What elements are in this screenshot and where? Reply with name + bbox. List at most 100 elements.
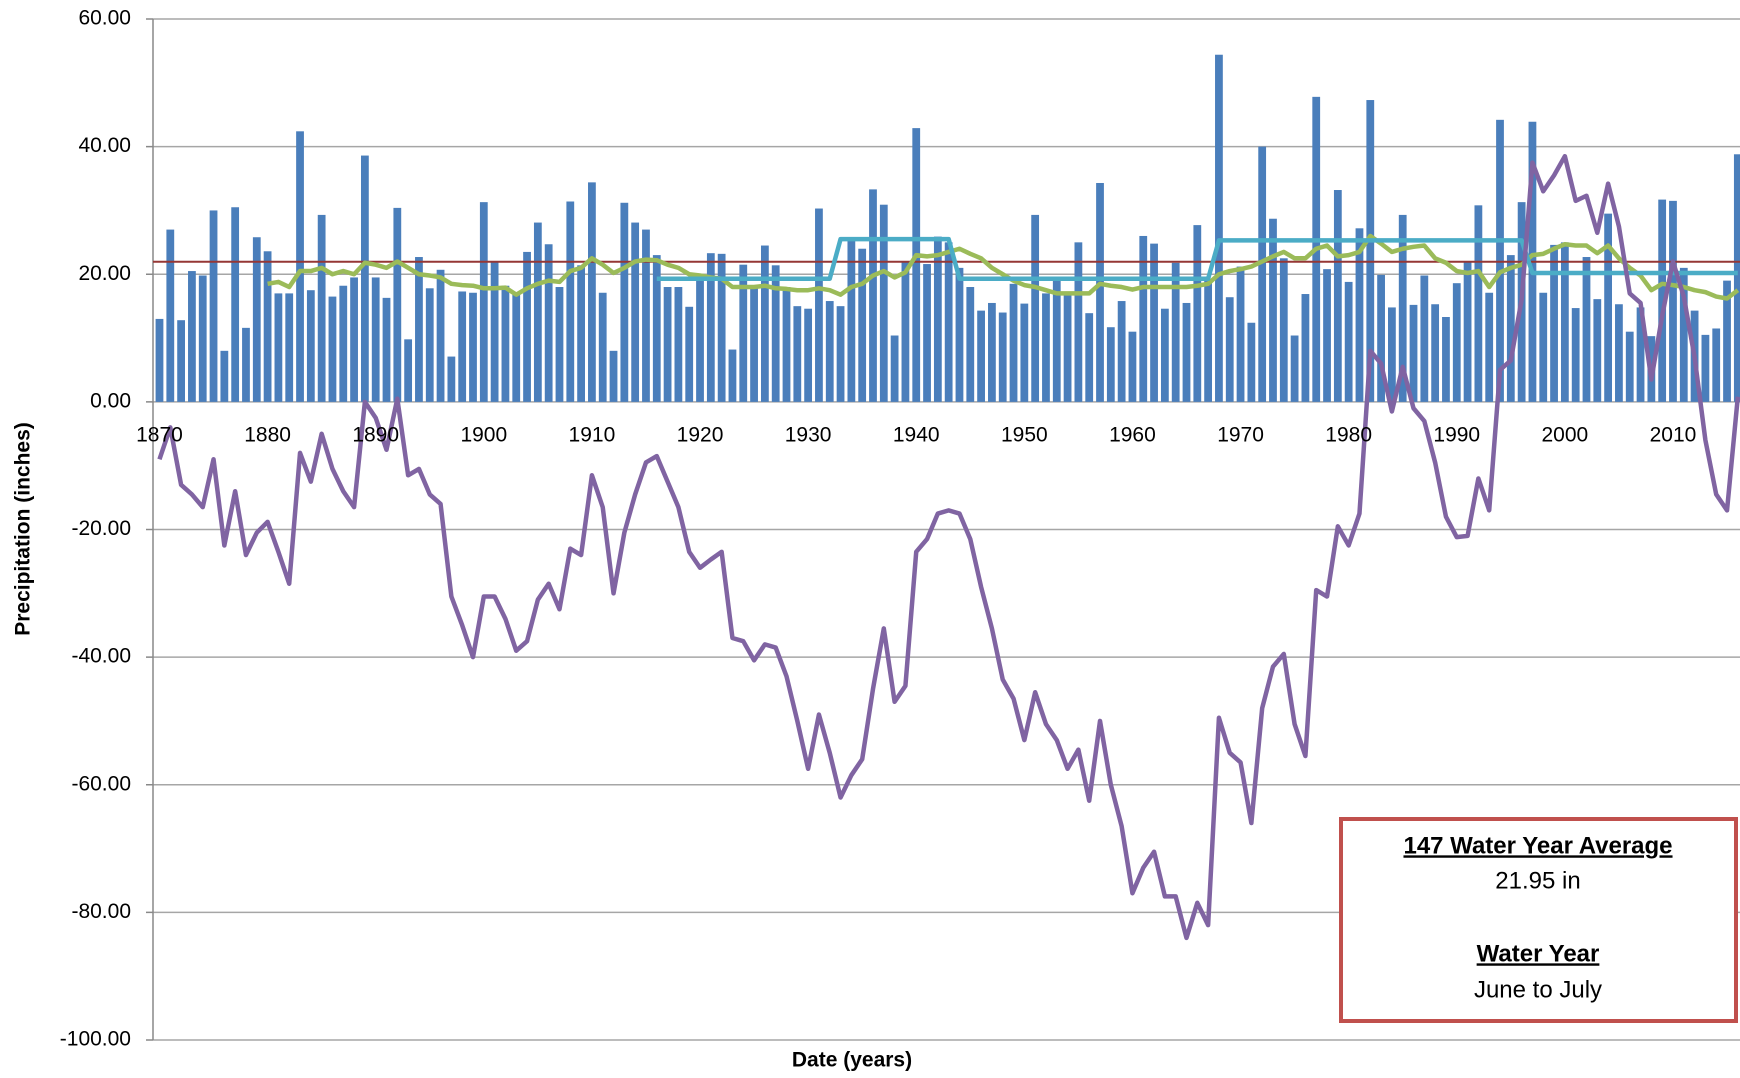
- bar: [523, 251, 531, 402]
- bar: [728, 349, 737, 402]
- bar: [598, 292, 607, 402]
- bar: [285, 293, 294, 402]
- bar: [1009, 283, 1018, 402]
- x-tick-label: 1900: [460, 424, 507, 447]
- bar: [1442, 317, 1450, 402]
- bar: [804, 308, 813, 402]
- bar: [1344, 281, 1353, 402]
- bar: [1225, 297, 1234, 402]
- x-tick-label: 1890: [352, 424, 399, 447]
- annotation-text: 21.95 in: [1495, 867, 1580, 894]
- bar: [1366, 100, 1375, 402]
- bar: [382, 297, 391, 402]
- bar: [923, 264, 931, 402]
- bar: [1474, 205, 1483, 402]
- bar: [404, 339, 413, 402]
- bar: [1182, 302, 1191, 402]
- bar: [1128, 331, 1137, 402]
- bar: [425, 288, 434, 402]
- bar: [793, 306, 802, 402]
- y-tick-label: -100.00: [60, 1028, 131, 1051]
- bar: [1074, 242, 1083, 402]
- bar: [988, 302, 996, 402]
- bar: [566, 201, 575, 402]
- bar: [155, 318, 164, 402]
- bar: [1723, 280, 1731, 402]
- x-tick-label: 1940: [893, 424, 940, 447]
- annotation-text: 147 Water Year Average: [1403, 832, 1672, 859]
- bar: [836, 306, 845, 402]
- line: [267, 233, 1740, 301]
- bar: [447, 356, 456, 402]
- x-tick-label: 1970: [1217, 424, 1264, 447]
- bar: [490, 262, 499, 402]
- bar: [306, 290, 315, 402]
- bar: [1279, 258, 1288, 402]
- x-tick-label: 1950: [1001, 424, 1048, 447]
- bar: [479, 202, 488, 402]
- bar: [901, 261, 910, 402]
- bar: [1593, 299, 1602, 402]
- bar: [1485, 292, 1494, 402]
- bar: [652, 255, 661, 402]
- bar: [1290, 335, 1299, 402]
- bar: [1658, 199, 1667, 402]
- bar: [1615, 304, 1623, 402]
- bar: [1463, 261, 1472, 402]
- bar: [1106, 327, 1115, 402]
- bar: [1420, 275, 1429, 402]
- y-tick-label: 60.00: [78, 7, 131, 30]
- bar: [371, 277, 380, 402]
- bar: [750, 287, 758, 402]
- bar: [696, 276, 704, 402]
- bar: [1550, 244, 1558, 402]
- bar: [252, 237, 261, 402]
- bar: [1560, 242, 1569, 402]
- bar: [739, 264, 748, 402]
- bar: [1096, 182, 1104, 402]
- bar: [317, 214, 326, 402]
- bar: [1733, 154, 1740, 402]
- bar: [360, 155, 369, 402]
- bar: [1052, 280, 1061, 402]
- bar: [685, 306, 694, 402]
- bar: [533, 222, 542, 402]
- bar: [782, 287, 791, 402]
- bar: [242, 327, 250, 402]
- bar: [620, 202, 629, 402]
- bar: [1377, 274, 1385, 402]
- bar: [631, 222, 640, 402]
- bar: [642, 229, 650, 402]
- bar: [231, 207, 240, 402]
- bar: [198, 275, 207, 402]
- bar: [393, 207, 402, 402]
- annotation-text: June to July: [1474, 976, 1602, 1003]
- bar: [1388, 307, 1396, 402]
- bar: [1139, 235, 1148, 402]
- bar: [879, 204, 888, 402]
- bar: [555, 287, 564, 402]
- bar: [1204, 280, 1213, 402]
- x-tick-label: 1920: [677, 424, 724, 447]
- bar: [1712, 328, 1721, 402]
- bar: [1160, 308, 1169, 402]
- bar: [609, 350, 618, 402]
- x-axis-title: Date (years): [792, 1049, 912, 1072]
- x-tick-label: 2010: [1650, 424, 1697, 447]
- bar: [760, 245, 769, 402]
- bar: [1193, 225, 1202, 402]
- bar: [512, 294, 521, 402]
- bar: [1679, 267, 1688, 402]
- bar: [1258, 146, 1267, 402]
- bar: [663, 287, 672, 402]
- x-tick-label: 1960: [1109, 424, 1156, 447]
- bar: [436, 269, 445, 402]
- bar: [1701, 334, 1710, 402]
- y-tick-label: 40.00: [78, 134, 131, 157]
- bar: [177, 320, 185, 402]
- bar: [263, 251, 272, 402]
- bar: [544, 244, 553, 402]
- bar: [955, 267, 964, 402]
- y-axis-title: Precipitation (inches): [12, 422, 35, 636]
